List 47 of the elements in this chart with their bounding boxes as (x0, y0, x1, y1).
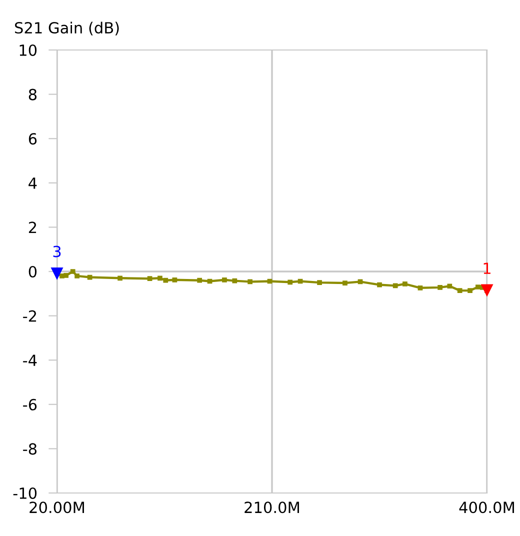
point (248, 279, 252, 284)
point (457, 288, 462, 293)
y-tick-label: 8 (28, 88, 37, 100)
point (342, 280, 348, 286)
x-tick-label: 210.0M (244, 502, 299, 514)
annotation: 1 (484, 262, 490, 274)
y-tick-label: 6 (28, 133, 37, 145)
y-tick-label: -8 (23, 443, 37, 455)
point (197, 278, 202, 283)
point (172, 277, 178, 282)
point (207, 278, 212, 284)
point (267, 278, 272, 284)
point (70, 269, 76, 274)
annotation: 3 (53, 246, 61, 258)
chart-title: S21 Gain (dB) (15, 22, 119, 36)
point (298, 278, 303, 284)
y-tick-label: -10 (13, 487, 37, 500)
point (158, 276, 162, 281)
x-tick-label: 20.00M (30, 502, 84, 514)
point (222, 277, 227, 282)
point (438, 285, 442, 290)
y-tick-label: 4 (28, 178, 37, 189)
y-tick-label: 10 (20, 44, 37, 56)
point (163, 278, 168, 283)
point (392, 283, 398, 288)
point (87, 274, 92, 280)
point (402, 281, 408, 286)
point (288, 280, 293, 285)
point (468, 288, 472, 293)
point (447, 284, 452, 289)
point (74, 274, 80, 278)
point (377, 282, 382, 288)
y-tick-label: 0 (28, 266, 37, 278)
y-tick-label: -2 (23, 310, 36, 322)
x-tick-label: 400.0M (459, 502, 514, 514)
point (64, 273, 68, 278)
point (118, 276, 122, 281)
point (317, 280, 322, 286)
y-tick-label: 2 (28, 222, 36, 234)
point (476, 284, 480, 290)
point (418, 285, 423, 290)
y-tick-label: -4 (23, 354, 37, 366)
point (147, 276, 152, 282)
point (60, 274, 64, 278)
y-tick-label: -6 (23, 398, 37, 410)
point (358, 279, 363, 284)
point (232, 278, 238, 284)
